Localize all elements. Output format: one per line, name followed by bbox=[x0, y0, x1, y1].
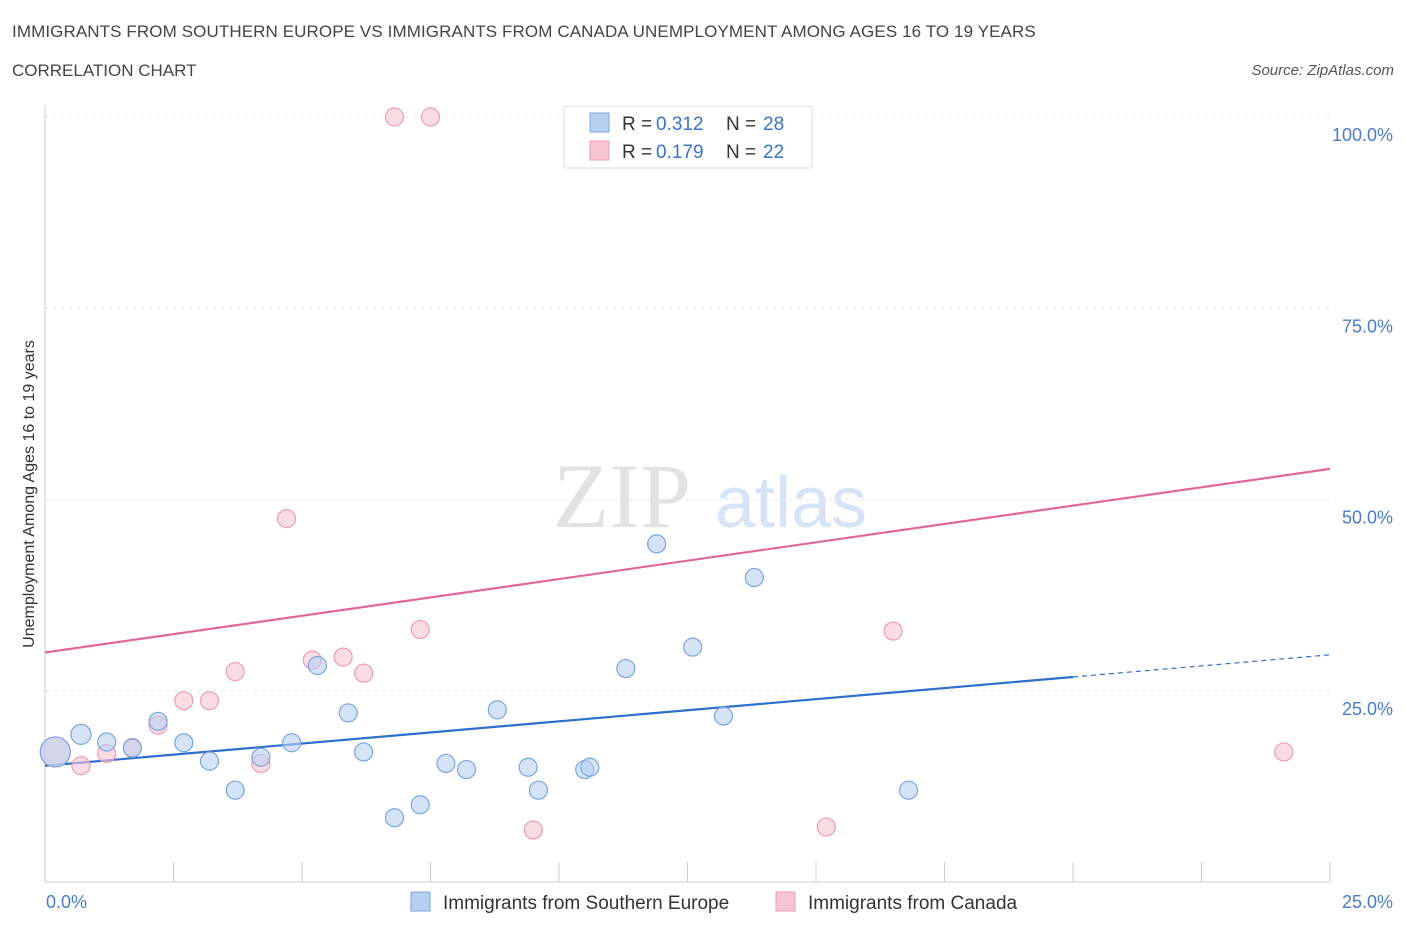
point-southern-europe bbox=[282, 733, 302, 753]
y-tick-label: 25.0% bbox=[1342, 699, 1393, 719]
point-southern-europe bbox=[580, 757, 600, 777]
point-southern-europe bbox=[199, 751, 220, 771]
point-southern-europe bbox=[436, 753, 456, 774]
point-canada bbox=[410, 619, 430, 640]
point-southern-europe bbox=[518, 757, 538, 777]
legend-n-value-2: 22 bbox=[763, 142, 784, 163]
point-southern-europe bbox=[528, 780, 549, 800]
legend-swatch-blue bbox=[589, 112, 610, 133]
point-southern-europe bbox=[70, 723, 92, 745]
point-canada bbox=[420, 107, 441, 127]
point-southern-europe bbox=[744, 567, 764, 588]
y-tick-labels: 100.0% 75.0% 50.0% 25.0% bbox=[1332, 125, 1393, 719]
point-southern-europe bbox=[898, 780, 919, 800]
x-tick-label: 25.0% bbox=[1342, 892, 1393, 912]
point-southern-europe bbox=[487, 700, 507, 720]
point-canada bbox=[883, 621, 903, 641]
legend-swatch-pink bbox=[589, 140, 610, 161]
point-canada bbox=[384, 107, 405, 127]
point-canada bbox=[225, 662, 245, 682]
bottom-legend-label-2: Immigrants from Canada bbox=[808, 893, 1018, 914]
source-credit: Source: ZipAtlas.com bbox=[1251, 62, 1394, 79]
point-southern-europe bbox=[122, 738, 142, 758]
watermark-atlas: atlas bbox=[715, 463, 867, 543]
point-canada bbox=[523, 820, 543, 840]
point-southern-europe bbox=[225, 780, 245, 800]
point-southern-europe bbox=[410, 795, 430, 815]
data-points bbox=[39, 107, 1294, 840]
point-canada bbox=[354, 663, 374, 683]
point-southern-europe bbox=[713, 706, 734, 726]
stats-legend: R = 0.312 N = 28 R = 0.179 N = 22 bbox=[563, 105, 813, 169]
legend-r-label-2: R = bbox=[622, 142, 652, 163]
point-southern-europe bbox=[251, 747, 271, 767]
trend-lines bbox=[44, 467, 1331, 767]
legend-r-value-1: 0.312 bbox=[656, 114, 704, 135]
y-tick-label: 100.0% bbox=[1332, 125, 1393, 145]
point-canada bbox=[276, 509, 297, 529]
point-canada bbox=[816, 817, 836, 837]
chart-title: IMMIGRANTS FROM SOUTHERN EUROPE VS IMMIG… bbox=[12, 22, 1036, 41]
axes bbox=[44, 105, 1331, 883]
point-canada bbox=[333, 647, 353, 667]
legend-r-value-2: 0.179 bbox=[656, 142, 704, 163]
point-southern-europe bbox=[354, 742, 374, 762]
point-southern-europe bbox=[647, 534, 667, 554]
x-tick-labels: 0.0% 25.0% bbox=[46, 892, 1393, 912]
bottom-legend-label-1: Immigrants from Southern Europe bbox=[443, 893, 729, 914]
gridlines bbox=[45, 116, 1330, 692]
point-southern-europe bbox=[307, 655, 328, 676]
legend-n-label-1: N = bbox=[726, 114, 756, 135]
point-canada bbox=[1274, 742, 1294, 762]
point-canada bbox=[199, 691, 220, 711]
watermark-zip: ZIP bbox=[553, 445, 691, 547]
point-canada bbox=[71, 756, 91, 776]
point-southern-europe bbox=[456, 759, 477, 780]
legend-n-value-1: 28 bbox=[763, 114, 784, 135]
chart-subtitle: CORRELATION CHART bbox=[12, 61, 197, 80]
legend-r-label-1: R = bbox=[622, 114, 652, 135]
legend-n-label-2: N = bbox=[726, 142, 756, 163]
bottom-legend-swatch-pink bbox=[775, 891, 796, 912]
x-tick-label: 0.0% bbox=[46, 892, 87, 912]
trend-line-canada bbox=[44, 467, 1331, 654]
trend-line-southern-europe bbox=[44, 675, 1074, 767]
point-southern-europe bbox=[97, 732, 117, 752]
bottom-legend-swatch-blue bbox=[410, 891, 431, 912]
point-southern-europe bbox=[683, 637, 703, 657]
point-canada bbox=[174, 691, 194, 711]
point-southern-europe bbox=[39, 736, 71, 768]
point-southern-europe bbox=[148, 711, 168, 731]
series-legend: Immigrants from Southern Europe Immigran… bbox=[410, 891, 1018, 914]
point-southern-europe bbox=[384, 808, 405, 828]
y-tick-label: 75.0% bbox=[1342, 316, 1393, 336]
y-tick-label: 50.0% bbox=[1342, 508, 1393, 528]
y-axis-label: Unemployment Among Ages 16 to 19 years bbox=[21, 340, 38, 648]
point-southern-europe bbox=[616, 658, 636, 679]
point-southern-europe bbox=[174, 733, 194, 753]
point-southern-europe bbox=[338, 703, 358, 723]
trend-line-southern-europe-extension bbox=[1072, 654, 1331, 678]
